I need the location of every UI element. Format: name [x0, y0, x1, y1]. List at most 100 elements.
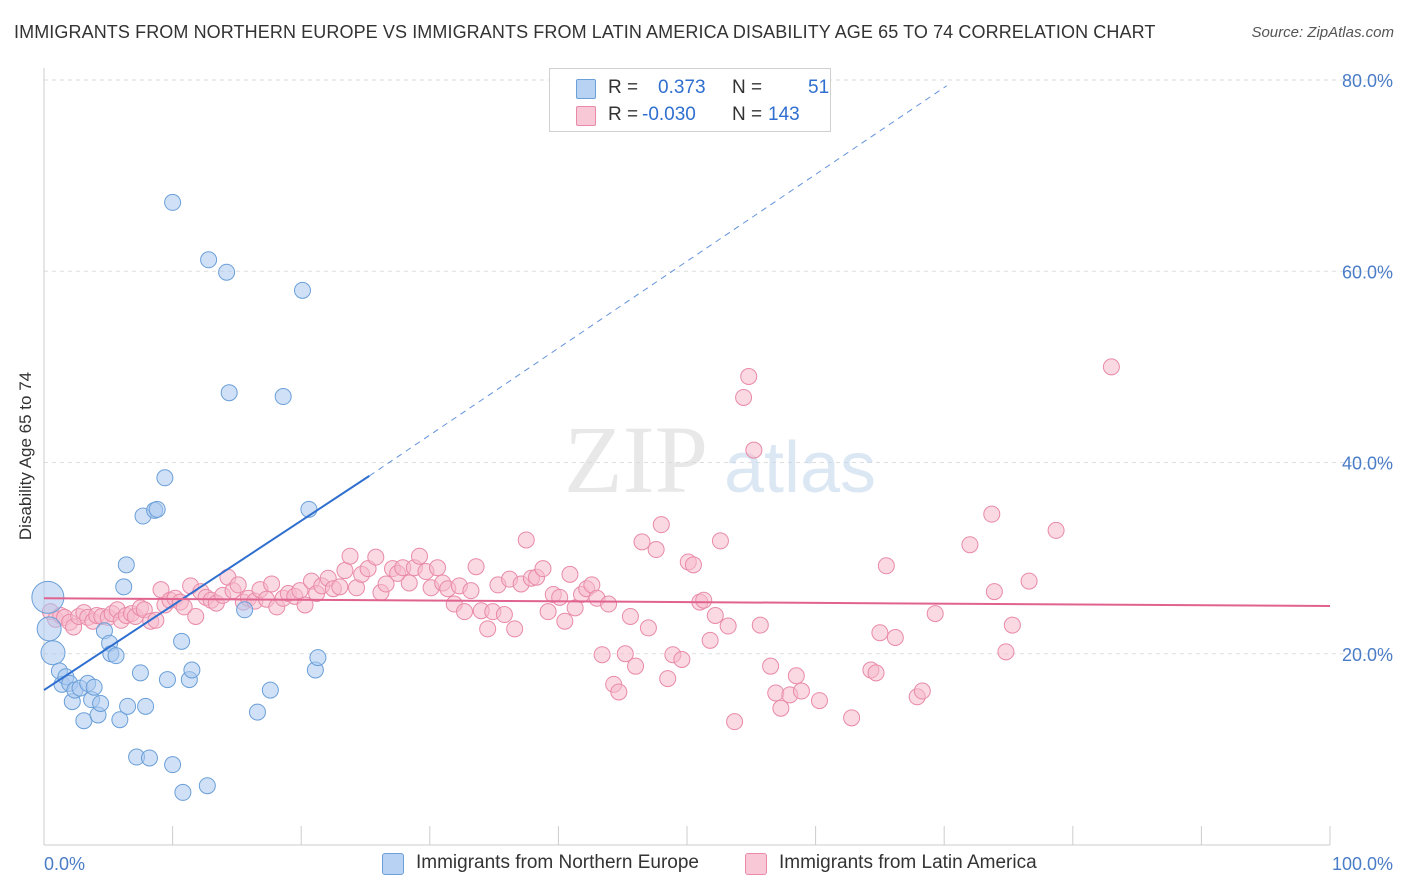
- northern-europe-point: [174, 783, 192, 801]
- bottom-legend-label: Immigrants from Northern Europe: [416, 852, 699, 873]
- latin-america-point: [767, 684, 785, 702]
- latin-america-point: [867, 664, 885, 682]
- northern-europe-point: [173, 632, 191, 650]
- latin-america-point: [367, 548, 385, 566]
- legend-r-value: -0.030: [642, 104, 696, 125]
- latin-america-point: [787, 667, 805, 685]
- latin-america-point: [336, 562, 354, 580]
- legend-r-label: R =: [608, 77, 639, 98]
- latin-america-point: [187, 607, 205, 625]
- axes: [43, 68, 1331, 846]
- northern-europe-point: [293, 281, 311, 299]
- latin-america-point: [1047, 521, 1065, 539]
- northern-europe-point: [119, 697, 137, 715]
- northern-europe-point: [115, 578, 133, 596]
- latin-america-point: [593, 646, 611, 664]
- latin-america-point: [1102, 358, 1120, 376]
- latin-america-point: [647, 541, 665, 559]
- latin-america-point: [913, 682, 931, 700]
- latin-america-point: [147, 611, 165, 629]
- northern-europe-point: [220, 384, 238, 402]
- legend-r-label: R =: [608, 104, 639, 125]
- northern-europe-point: [140, 749, 158, 767]
- legend-n-value: 51: [808, 77, 830, 98]
- legend-n-label: N =: [732, 104, 763, 125]
- northern-europe-point: [164, 193, 182, 211]
- y-tick-label: 20.0%: [1342, 645, 1393, 665]
- northern-europe-point: [131, 664, 149, 682]
- latin-america-point: [621, 607, 639, 625]
- northern-europe-point: [148, 500, 166, 518]
- latin-america-point: [726, 713, 744, 731]
- northern-europe-point: [137, 697, 155, 715]
- latin-america-point: [659, 670, 677, 688]
- latin-america-point: [735, 388, 753, 406]
- latin-america-point: [1003, 616, 1021, 634]
- series-latin-america-points: [41, 358, 1120, 731]
- x-tick-label-min: 0.0%: [44, 854, 85, 874]
- latin-america-point: [377, 575, 395, 593]
- latin-america-point: [961, 536, 979, 554]
- northern-europe-point: [200, 251, 218, 269]
- latin-america-point: [745, 441, 763, 459]
- northern-europe-point: [248, 703, 266, 721]
- northern-europe-point: [198, 777, 216, 795]
- y-tick-label: 80.0%: [1342, 71, 1393, 91]
- series-northern-europe-points: [31, 193, 327, 801]
- latin-america-point: [843, 709, 861, 727]
- northern-europe-point: [261, 681, 279, 699]
- bottom-legend-swatch-pink: [745, 853, 767, 875]
- legend-n-value: 143: [768, 104, 800, 125]
- y-tick-label: 60.0%: [1342, 262, 1393, 282]
- latin-america-point: [517, 531, 535, 549]
- latin-america-point: [467, 558, 485, 576]
- y-tick-labels: 20.0% 40.0% 60.0% 80.0%: [1342, 71, 1393, 665]
- latin-america-point: [462, 582, 480, 600]
- latin-america-point: [341, 547, 359, 565]
- latin-america-point: [762, 657, 780, 675]
- northern-europe-point: [75, 712, 93, 730]
- northern-europe-point: [309, 649, 327, 667]
- latin-america-point: [877, 557, 895, 575]
- stats-legend: R = 0.373 N = 51 R = -0.030 N = 143: [549, 68, 831, 132]
- latin-america-point: [556, 612, 574, 630]
- latin-america-point: [600, 595, 618, 613]
- latin-america-point: [495, 606, 513, 624]
- latin-america-point: [673, 650, 691, 668]
- legend-swatch-pink: [576, 106, 596, 126]
- latin-america-point: [616, 645, 634, 663]
- latin-america-point: [711, 532, 729, 550]
- northern-europe-point: [40, 640, 66, 666]
- northern-europe-point: [158, 671, 176, 689]
- legend-swatch-blue: [576, 79, 596, 99]
- latin-america-point: [706, 607, 724, 624]
- latin-america-point: [400, 574, 418, 592]
- northern-europe-point: [274, 388, 292, 406]
- latin-america-point: [719, 617, 737, 635]
- chart-title: IMMIGRANTS FROM NORTHERN EUROPE VS IMMIG…: [14, 22, 1156, 42]
- latin-america-point: [331, 578, 349, 596]
- watermark-zip: ZIP: [564, 406, 708, 513]
- latin-america-point: [740, 367, 758, 385]
- latin-america-trend-line: [43, 597, 1331, 607]
- northern-europe-point: [236, 601, 254, 619]
- northern-europe-point: [183, 661, 201, 679]
- latin-america-point: [551, 588, 569, 606]
- x-tick-label-max: 100.0%: [1332, 854, 1393, 874]
- northern-europe-point: [111, 711, 129, 729]
- latin-america-point: [456, 603, 474, 621]
- latin-america-point: [1020, 572, 1038, 590]
- latin-america-point: [506, 620, 524, 638]
- y-axis-label: Disability Age 65 to 74: [16, 371, 35, 541]
- latin-america-point: [985, 583, 1003, 601]
- grid-lines: [44, 79, 1392, 655]
- northern-europe-point: [85, 678, 103, 696]
- bottom-legend-label: Immigrants from Latin America: [779, 852, 1037, 873]
- latin-america-point: [534, 560, 552, 578]
- latin-america-point: [652, 516, 670, 534]
- latin-america-point: [296, 596, 314, 614]
- latin-america-point: [263, 575, 281, 593]
- northern-europe-point: [156, 469, 174, 487]
- bottom-legend-swatch-blue: [382, 853, 404, 875]
